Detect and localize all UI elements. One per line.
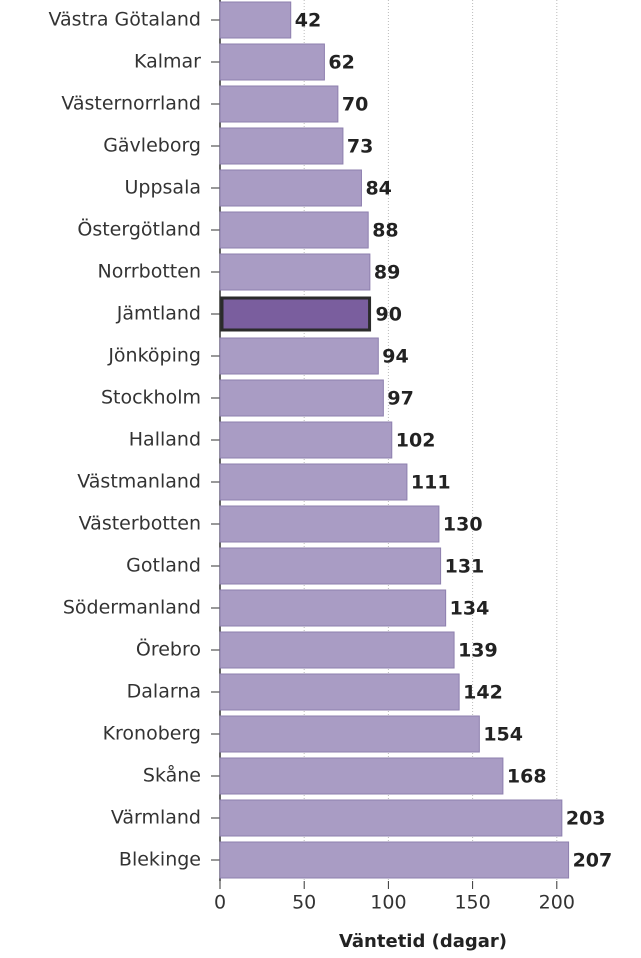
y-tick-label: Gävleborg [103,135,201,157]
y-tick-label: Jämtland [116,303,201,325]
bar [219,127,344,165]
y-tick-label: Västerbotten [79,513,201,535]
value-label: 102 [396,430,436,452]
y-tick-label: Västmanland [77,471,201,493]
bar [219,253,371,291]
value-label: 70 [342,94,368,116]
bar [219,715,480,753]
y-tick-label: Östergötland [77,218,201,241]
bar [219,85,339,123]
bar [219,841,570,879]
value-label: 142 [463,682,503,704]
x-tick-label: 150 [454,892,490,914]
value-label: 97 [387,388,413,410]
x-tick-label: 50 [292,892,316,914]
value-label: 131 [445,556,485,578]
bar [219,211,369,249]
bar [219,379,384,417]
value-label: 88 [372,220,398,242]
y-tick-label: Uppsala [125,177,202,199]
y-tick-label: Norrbotten [98,261,201,283]
y-tick-label: Stockholm [101,387,201,409]
bar [219,589,447,627]
value-label: 89 [374,262,400,284]
value-label: 94 [382,346,408,368]
y-tick-label: Kalmar [134,51,201,73]
y-tick-label: Jönköping [107,345,201,367]
bar [219,169,362,207]
value-label: 42 [295,10,321,32]
y-tick-label: Dalarna [127,681,201,703]
bar [219,799,563,837]
bar [219,337,379,375]
y-tick-label: Södermanland [63,597,201,619]
value-label: 154 [483,724,523,746]
x-axis-label: Väntetid (dagar) [339,931,507,952]
value-label: 168 [507,766,547,788]
value-label: 90 [376,304,402,326]
y-tick-label: Halland [129,429,201,451]
y-tick-label: Västra Götaland [49,9,201,31]
bar [219,757,504,795]
bar [219,1,292,39]
bar [219,43,325,81]
x-tick-label: 100 [370,892,406,914]
value-label: 62 [328,52,354,74]
value-label: 84 [365,178,391,200]
y-tick-label: Blekinge [119,849,201,871]
value-label: 111 [411,472,451,494]
y-tick-label: Värmland [111,807,201,829]
bar [220,296,372,332]
x-tick-label: 200 [539,892,575,914]
y-tick-label: Örebro [136,638,201,661]
value-label: 73 [347,136,373,158]
y-tick-label: Gotland [126,555,201,577]
bar [219,505,440,543]
bar [219,547,442,585]
y-tick-label: Kronoberg [103,723,201,745]
x-tick-label: 0 [214,892,226,914]
value-label: 207 [573,850,613,872]
y-tick-label: Skåne [143,764,201,787]
value-label: 139 [458,640,498,662]
y-tick-label: Västernorrland [61,93,201,115]
bar [219,421,393,459]
bar [219,673,460,711]
bar [219,463,408,501]
bar [219,631,455,669]
value-label: 130 [443,514,483,536]
value-label: 134 [450,598,490,620]
value-label: 203 [566,808,606,830]
